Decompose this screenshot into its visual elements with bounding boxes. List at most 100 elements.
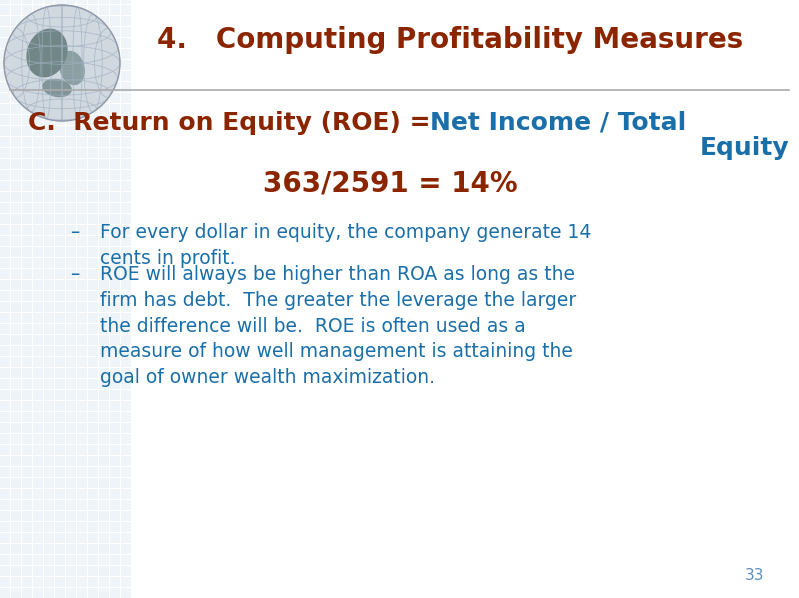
Bar (44, 489, 54, 499)
Bar (88, 170, 98, 180)
Bar (88, 203, 98, 213)
Bar (0, 192, 10, 202)
Bar (0, 38, 10, 48)
Bar (11, 0, 21, 4)
Bar (121, 401, 131, 411)
Bar (88, 27, 98, 37)
Bar (0, 335, 10, 345)
Bar (77, 258, 87, 268)
Bar (77, 269, 87, 279)
Bar (33, 181, 43, 191)
Bar (88, 533, 98, 543)
Bar (121, 27, 131, 37)
Bar (99, 313, 109, 323)
Bar (11, 368, 21, 378)
Bar (0, 346, 10, 356)
Bar (66, 368, 76, 378)
Bar (44, 27, 54, 37)
Bar (0, 280, 10, 290)
Bar (55, 170, 65, 180)
Bar (33, 236, 43, 246)
Bar (22, 544, 32, 554)
Bar (55, 379, 65, 389)
Bar (33, 412, 43, 422)
Bar (110, 390, 120, 400)
Bar (66, 291, 76, 301)
Bar (33, 71, 43, 81)
Bar (44, 115, 54, 125)
Bar (44, 533, 54, 543)
Bar (33, 346, 43, 356)
Bar (121, 434, 131, 444)
Bar (0, 148, 10, 158)
Bar (11, 566, 21, 576)
Bar (66, 280, 76, 290)
Bar (44, 390, 54, 400)
Bar (44, 159, 54, 169)
Bar (77, 555, 87, 565)
Bar (66, 27, 76, 37)
Bar (55, 456, 65, 466)
Bar (55, 60, 65, 70)
Bar (110, 291, 120, 301)
Bar (110, 137, 120, 147)
Bar (99, 5, 109, 15)
Bar (99, 93, 109, 103)
Bar (66, 412, 76, 422)
Bar (11, 214, 21, 224)
Bar (0, 566, 10, 576)
Bar (22, 247, 32, 257)
Bar (99, 324, 109, 334)
Bar (44, 544, 54, 554)
Bar (11, 269, 21, 279)
Bar (110, 500, 120, 510)
Bar (33, 423, 43, 433)
Bar (121, 577, 131, 587)
Bar (55, 0, 65, 4)
Bar (11, 148, 21, 158)
Bar (22, 566, 32, 576)
Bar (110, 478, 120, 488)
Bar (110, 258, 120, 268)
Bar (44, 71, 54, 81)
Bar (121, 368, 131, 378)
Bar (99, 390, 109, 400)
Bar (121, 423, 131, 433)
Bar (44, 302, 54, 312)
Bar (88, 445, 98, 455)
Bar (33, 511, 43, 521)
Bar (22, 555, 32, 565)
Bar (0, 27, 10, 37)
Bar (110, 170, 120, 180)
Bar (66, 324, 76, 334)
Bar (55, 544, 65, 554)
Bar (44, 5, 54, 15)
Bar (77, 423, 87, 433)
Bar (77, 148, 87, 158)
Bar (110, 368, 120, 378)
Bar (44, 412, 54, 422)
Bar (11, 467, 21, 477)
Bar (77, 93, 87, 103)
Bar (0, 544, 10, 554)
Bar (55, 412, 65, 422)
Bar (88, 5, 98, 15)
Bar (99, 181, 109, 191)
Bar (11, 544, 21, 554)
Bar (11, 511, 21, 521)
Bar (88, 258, 98, 268)
Bar (121, 313, 131, 323)
Bar (77, 49, 87, 59)
Bar (22, 368, 32, 378)
Bar (88, 478, 98, 488)
Bar (0, 0, 10, 4)
Bar (22, 60, 32, 70)
Bar (22, 148, 32, 158)
Bar (88, 16, 98, 26)
Bar (33, 214, 43, 224)
Bar (33, 489, 43, 499)
Bar (11, 258, 21, 268)
Bar (0, 423, 10, 433)
Bar (110, 577, 120, 587)
Bar (55, 82, 65, 92)
